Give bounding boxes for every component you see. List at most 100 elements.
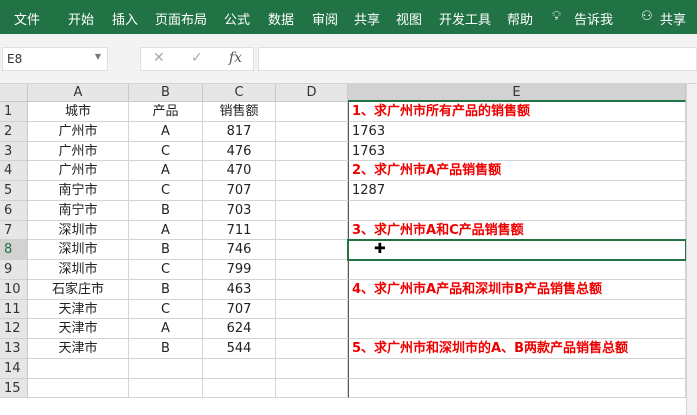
row-header[interactable]: 13 bbox=[0, 339, 28, 359]
cell-E7[interactable]: 3、求广州市A和C产品销售额 bbox=[348, 220, 686, 241]
row-header[interactable]: 9 bbox=[0, 260, 28, 280]
row-header[interactable]: 5 bbox=[0, 181, 28, 201]
cell-C2[interactable]: 817 bbox=[203, 121, 276, 142]
cell-A9[interactable]: 深圳市 bbox=[28, 260, 129, 280]
row-header[interactable]: 12 bbox=[0, 319, 28, 339]
cell-C11[interactable]: 707 bbox=[203, 299, 276, 320]
column-header-B[interactable]: B bbox=[129, 84, 203, 102]
name-box[interactable]: E8 ▼ bbox=[2, 47, 108, 71]
cell-C1[interactable]: 销售额 bbox=[203, 102, 276, 122]
ribbon-tab[interactable]: 视图 bbox=[396, 13, 423, 28]
cell-C13[interactable]: 544 bbox=[203, 339, 276, 359]
scrollbar[interactable] bbox=[686, 84, 697, 415]
cell-D11[interactable] bbox=[276, 299, 348, 320]
row-header[interactable]: 11 bbox=[0, 299, 28, 320]
chevron-down-icon[interactable]: ▼ bbox=[94, 52, 101, 61]
cell-B15[interactable] bbox=[129, 378, 203, 399]
cancel-icon[interactable]: ✕ bbox=[153, 50, 165, 66]
ribbon-tab[interactable]: 帮助 bbox=[507, 13, 534, 28]
selected-cell-E8[interactable] bbox=[347, 239, 687, 261]
cell-A7[interactable]: 深圳市 bbox=[28, 220, 129, 241]
person-icon[interactable]: ⚇ bbox=[641, 9, 653, 24]
cell-E6[interactable] bbox=[348, 200, 686, 221]
row-header[interactable]: 14 bbox=[0, 358, 28, 379]
cell-C10[interactable]: 463 bbox=[203, 279, 276, 300]
cell-E2[interactable]: 1763 bbox=[348, 121, 686, 142]
row-header[interactable]: 10 bbox=[0, 279, 28, 300]
ribbon-tab[interactable]: 文件 bbox=[14, 13, 41, 28]
cell-E3[interactable]: 1763 bbox=[348, 141, 686, 162]
cell-E9[interactable] bbox=[348, 260, 686, 280]
tell-me[interactable]: 告诉我 bbox=[574, 13, 614, 28]
cell-E15[interactable] bbox=[348, 378, 686, 399]
cell-D3[interactable] bbox=[276, 141, 348, 162]
cell-C8[interactable]: 746 bbox=[203, 240, 276, 260]
ribbon-tab[interactable]: 共享 bbox=[354, 13, 381, 28]
cell-D15[interactable] bbox=[276, 378, 348, 399]
row-header[interactable]: 2 bbox=[0, 121, 28, 142]
cell-D10[interactable] bbox=[276, 279, 348, 300]
cell-D12[interactable] bbox=[276, 319, 348, 339]
cell-C7[interactable]: 711 bbox=[203, 220, 276, 241]
row-header[interactable]: 3 bbox=[0, 141, 28, 162]
cell-E5[interactable]: 1287 bbox=[348, 181, 686, 201]
cell-C14[interactable] bbox=[203, 358, 276, 379]
cell-C6[interactable]: 703 bbox=[203, 200, 276, 221]
ribbon-tab[interactable]: 公式 bbox=[224, 13, 251, 28]
ribbon-tab[interactable]: 页面布局 bbox=[155, 13, 208, 28]
cell-E1[interactable]: 1、求广州市所有产品的销售额 bbox=[348, 102, 686, 122]
cell-D5[interactable] bbox=[276, 181, 348, 201]
cell-C9[interactable]: 799 bbox=[203, 260, 276, 280]
column-header-C[interactable]: C bbox=[203, 84, 276, 102]
cell-D2[interactable] bbox=[276, 121, 348, 142]
row-header[interactable]: 15 bbox=[0, 378, 28, 399]
cell-E14[interactable] bbox=[348, 358, 686, 379]
cell-A6[interactable]: 南宁市 bbox=[28, 200, 129, 221]
cell-B13[interactable]: B bbox=[129, 339, 203, 359]
cell-B3[interactable]: C bbox=[129, 141, 203, 162]
column-header-A[interactable]: A bbox=[28, 84, 129, 102]
cell-E4[interactable]: 2、求广州市A产品销售额 bbox=[348, 161, 686, 181]
enter-icon[interactable]: ✓ bbox=[191, 50, 203, 66]
cell-A11[interactable]: 天津市 bbox=[28, 299, 129, 320]
cell-D4[interactable] bbox=[276, 161, 348, 181]
column-header-E[interactable]: E bbox=[348, 84, 686, 102]
column-header-D[interactable]: D bbox=[276, 84, 348, 102]
cell-E10[interactable]: 4、求广州市A产品和深圳市B产品销售总额 bbox=[348, 279, 686, 300]
cell-D7[interactable] bbox=[276, 220, 348, 241]
row-header[interactable]: 1 bbox=[0, 102, 28, 122]
cell-B5[interactable]: C bbox=[129, 181, 203, 201]
cell-D8[interactable] bbox=[276, 240, 348, 260]
share-button[interactable]: 共享 bbox=[660, 13, 687, 28]
ribbon-tab[interactable]: 插入 bbox=[112, 13, 139, 28]
cell-A14[interactable] bbox=[28, 358, 129, 379]
cell-A15[interactable] bbox=[28, 378, 129, 399]
cell-A1[interactable]: 城市 bbox=[28, 102, 129, 122]
ribbon-tab[interactable]: 开发工具 bbox=[439, 13, 492, 28]
cell-A10[interactable]: 石家庄市 bbox=[28, 279, 129, 300]
cell-B4[interactable]: A bbox=[129, 161, 203, 181]
cell-B12[interactable]: A bbox=[129, 319, 203, 339]
cell-B11[interactable]: C bbox=[129, 299, 203, 320]
cell-D9[interactable] bbox=[276, 260, 348, 280]
select-all[interactable] bbox=[0, 84, 28, 102]
cell-B8[interactable]: B bbox=[129, 240, 203, 260]
cell-A5[interactable]: 南宁市 bbox=[28, 181, 129, 201]
cell-B14[interactable] bbox=[129, 358, 203, 379]
cell-A8[interactable]: 深圳市 bbox=[28, 240, 129, 260]
cell-B1[interactable]: 产品 bbox=[129, 102, 203, 122]
cell-B9[interactable]: C bbox=[129, 260, 203, 280]
cell-D6[interactable] bbox=[276, 200, 348, 221]
lightbulb-icon[interactable]: 💡︎ bbox=[552, 9, 562, 24]
cell-E11[interactable] bbox=[348, 299, 686, 320]
cell-C3[interactable]: 476 bbox=[203, 141, 276, 162]
cell-E12[interactable] bbox=[348, 319, 686, 339]
cell-C4[interactable]: 470 bbox=[203, 161, 276, 181]
ribbon-tab[interactable]: 数据 bbox=[268, 13, 295, 28]
row-header[interactable]: 8 bbox=[0, 240, 28, 260]
row-header[interactable]: 6 bbox=[0, 200, 28, 221]
ribbon-tab[interactable]: 审阅 bbox=[312, 13, 339, 28]
formula-input[interactable] bbox=[258, 47, 697, 71]
cell-C15[interactable] bbox=[203, 378, 276, 399]
cell-B2[interactable]: A bbox=[129, 121, 203, 142]
